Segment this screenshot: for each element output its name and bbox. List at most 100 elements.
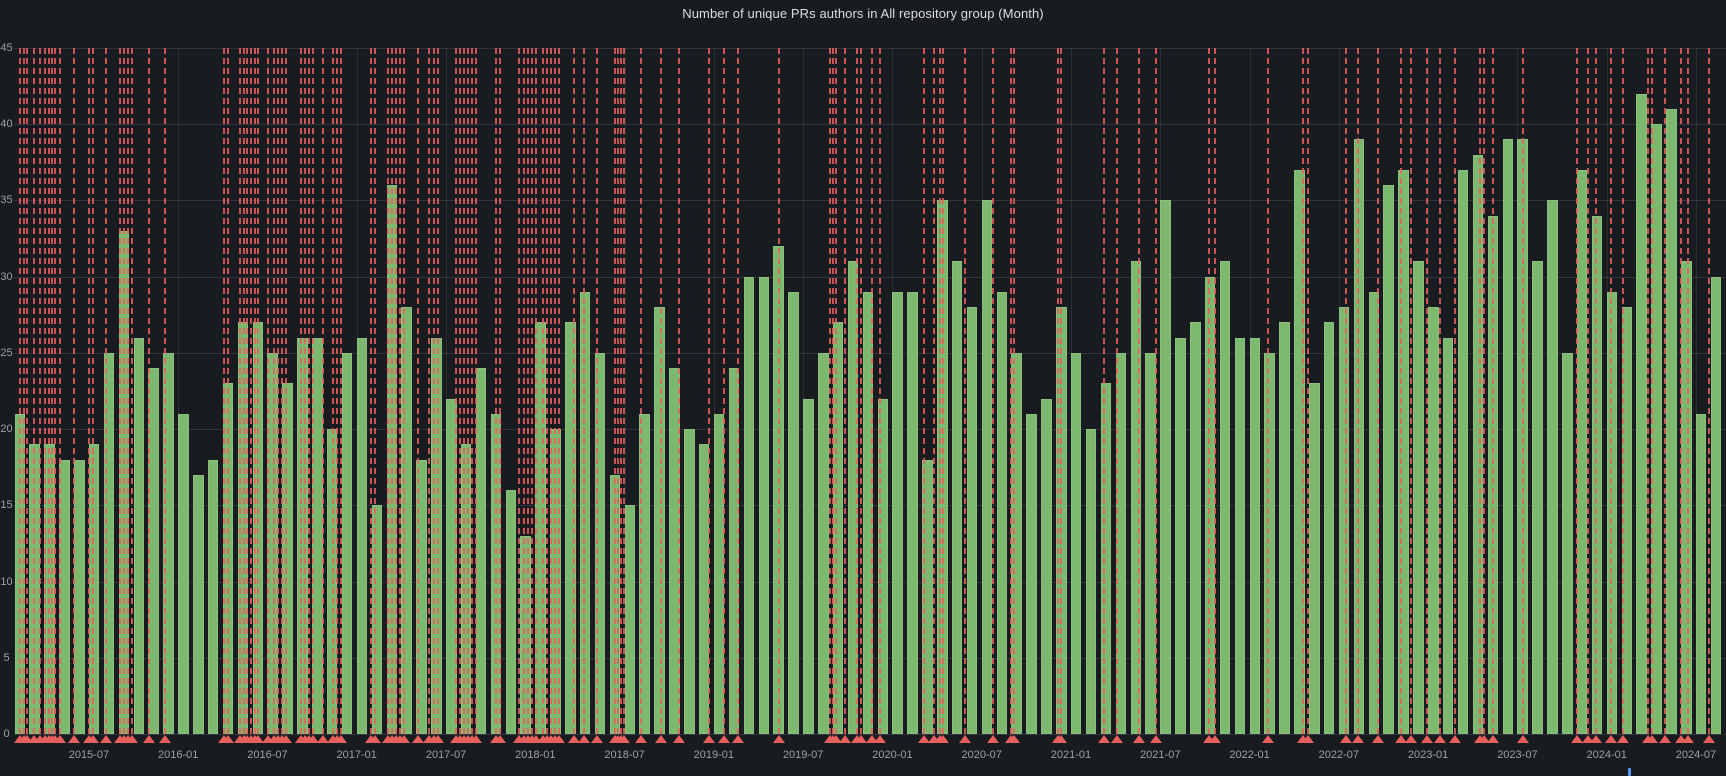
- annotation-marker[interactable]: [591, 735, 603, 743]
- bar[interactable]: [282, 383, 293, 734]
- bar[interactable]: [1338, 307, 1350, 734]
- annotation-marker[interactable]: [530, 735, 542, 743]
- annotation-marker[interactable]: [317, 735, 329, 743]
- annotation-marker[interactable]: [1098, 735, 1110, 743]
- bar[interactable]: [1666, 108, 1677, 734]
- bar[interactable]: [163, 352, 174, 734]
- annotation-marker[interactable]: [830, 735, 842, 743]
- bar[interactable]: [1695, 413, 1707, 734]
- annotation-marker[interactable]: [398, 735, 410, 743]
- bar[interactable]: [103, 352, 115, 734]
- bar[interactable]: [59, 459, 70, 734]
- annotation-marker[interactable]: [1517, 735, 1529, 743]
- annotation-marker[interactable]: [1617, 735, 1629, 743]
- annotation-marker[interactable]: [635, 735, 647, 743]
- annotation-marker[interactable]: [1209, 735, 1221, 743]
- bar[interactable]: [1442, 337, 1454, 734]
- bar[interactable]: [624, 505, 636, 734]
- annotation-marker[interactable]: [1421, 735, 1433, 743]
- bar[interactable]: [847, 261, 859, 734]
- annotation-marker[interactable]: [1646, 735, 1658, 743]
- annotation-marker[interactable]: [1055, 735, 1067, 743]
- annotation-marker[interactable]: [335, 735, 347, 743]
- annotation-marker[interactable]: [1133, 735, 1145, 743]
- annotation-marker[interactable]: [1150, 735, 1162, 743]
- bar[interactable]: [1041, 398, 1052, 734]
- annotation-marker[interactable]: [1590, 735, 1602, 743]
- bar[interactable]: [966, 307, 978, 734]
- annotation-marker[interactable]: [874, 735, 886, 743]
- bar[interactable]: [892, 291, 903, 734]
- bar[interactable]: [1309, 383, 1320, 734]
- annotation-marker[interactable]: [1703, 735, 1715, 743]
- bar[interactable]: [1085, 429, 1097, 734]
- bar[interactable]: [1651, 124, 1662, 734]
- annotation-marker[interactable]: [1571, 735, 1583, 743]
- bar[interactable]: [193, 474, 204, 734]
- bar[interactable]: [133, 337, 145, 734]
- annotation-marker[interactable]: [618, 735, 630, 743]
- bar[interactable]: [981, 200, 993, 734]
- bar[interactable]: [460, 444, 472, 734]
- annotation-marker[interactable]: [1478, 735, 1490, 743]
- bar[interactable]: [535, 322, 546, 734]
- bar[interactable]: [1026, 413, 1037, 734]
- bar[interactable]: [684, 429, 695, 734]
- bar[interactable]: [356, 337, 368, 734]
- bar[interactable]: [1145, 352, 1156, 734]
- annotation-marker[interactable]: [100, 735, 112, 743]
- bar[interactable]: [1398, 169, 1409, 734]
- annotation-marker[interactable]: [68, 735, 80, 743]
- bar[interactable]: [74, 459, 85, 734]
- bar[interactable]: [1204, 276, 1216, 734]
- bar[interactable]: [594, 352, 606, 734]
- bar[interactable]: [1710, 276, 1722, 734]
- bar[interactable]: [401, 307, 412, 734]
- annotation-marker[interactable]: [553, 735, 565, 743]
- bar[interactable]: [951, 261, 963, 734]
- bar[interactable]: [743, 276, 755, 734]
- annotation-marker[interactable]: [470, 735, 482, 743]
- bar[interactable]: [565, 322, 576, 734]
- bar[interactable]: [1547, 200, 1558, 734]
- annotation-marker[interactable]: [1434, 735, 1446, 743]
- annotation-marker[interactable]: [732, 735, 744, 743]
- annotation-marker[interactable]: [412, 735, 424, 743]
- annotation-marker[interactable]: [1352, 735, 1364, 743]
- annotation-marker[interactable]: [1487, 735, 1499, 743]
- bar[interactable]: [922, 459, 933, 734]
- annotation-marker[interactable]: [126, 735, 138, 743]
- panel-title[interactable]: Number of unique PRs authors in All repo…: [682, 6, 1044, 21]
- bar[interactable]: [1115, 352, 1127, 734]
- bar[interactable]: [1070, 352, 1082, 734]
- annotation-marker[interactable]: [655, 735, 667, 743]
- bar[interactable]: [1562, 352, 1573, 734]
- annotation-marker[interactable]: [1682, 735, 1694, 743]
- bar[interactable]: [862, 291, 874, 734]
- bar[interactable]: [1249, 337, 1261, 734]
- annotation-marker[interactable]: [1262, 735, 1274, 743]
- bar[interactable]: [1636, 93, 1647, 734]
- bar[interactable]: [1383, 185, 1394, 734]
- bar[interactable]: [698, 444, 710, 734]
- bar[interactable]: [907, 291, 918, 734]
- annotation-marker[interactable]: [1008, 735, 1020, 743]
- annotation-marker[interactable]: [494, 735, 506, 743]
- bar[interactable]: [1413, 261, 1424, 734]
- bar[interactable]: [713, 413, 725, 734]
- bar[interactable]: [1279, 322, 1290, 734]
- annotation-marker[interactable]: [703, 735, 715, 743]
- bar[interactable]: [341, 352, 353, 734]
- bar[interactable]: [1130, 261, 1141, 734]
- annotation-marker[interactable]: [959, 735, 971, 743]
- bar[interactable]: [416, 459, 427, 734]
- bar[interactable]: [297, 337, 308, 734]
- bar[interactable]: [431, 337, 442, 734]
- bar[interactable]: [788, 291, 799, 734]
- bar[interactable]: [639, 413, 650, 734]
- annotation-marker[interactable]: [578, 735, 590, 743]
- annotation-marker[interactable]: [1582, 735, 1594, 743]
- bar[interactable]: [371, 505, 383, 734]
- bar[interactable]: [1472, 154, 1484, 734]
